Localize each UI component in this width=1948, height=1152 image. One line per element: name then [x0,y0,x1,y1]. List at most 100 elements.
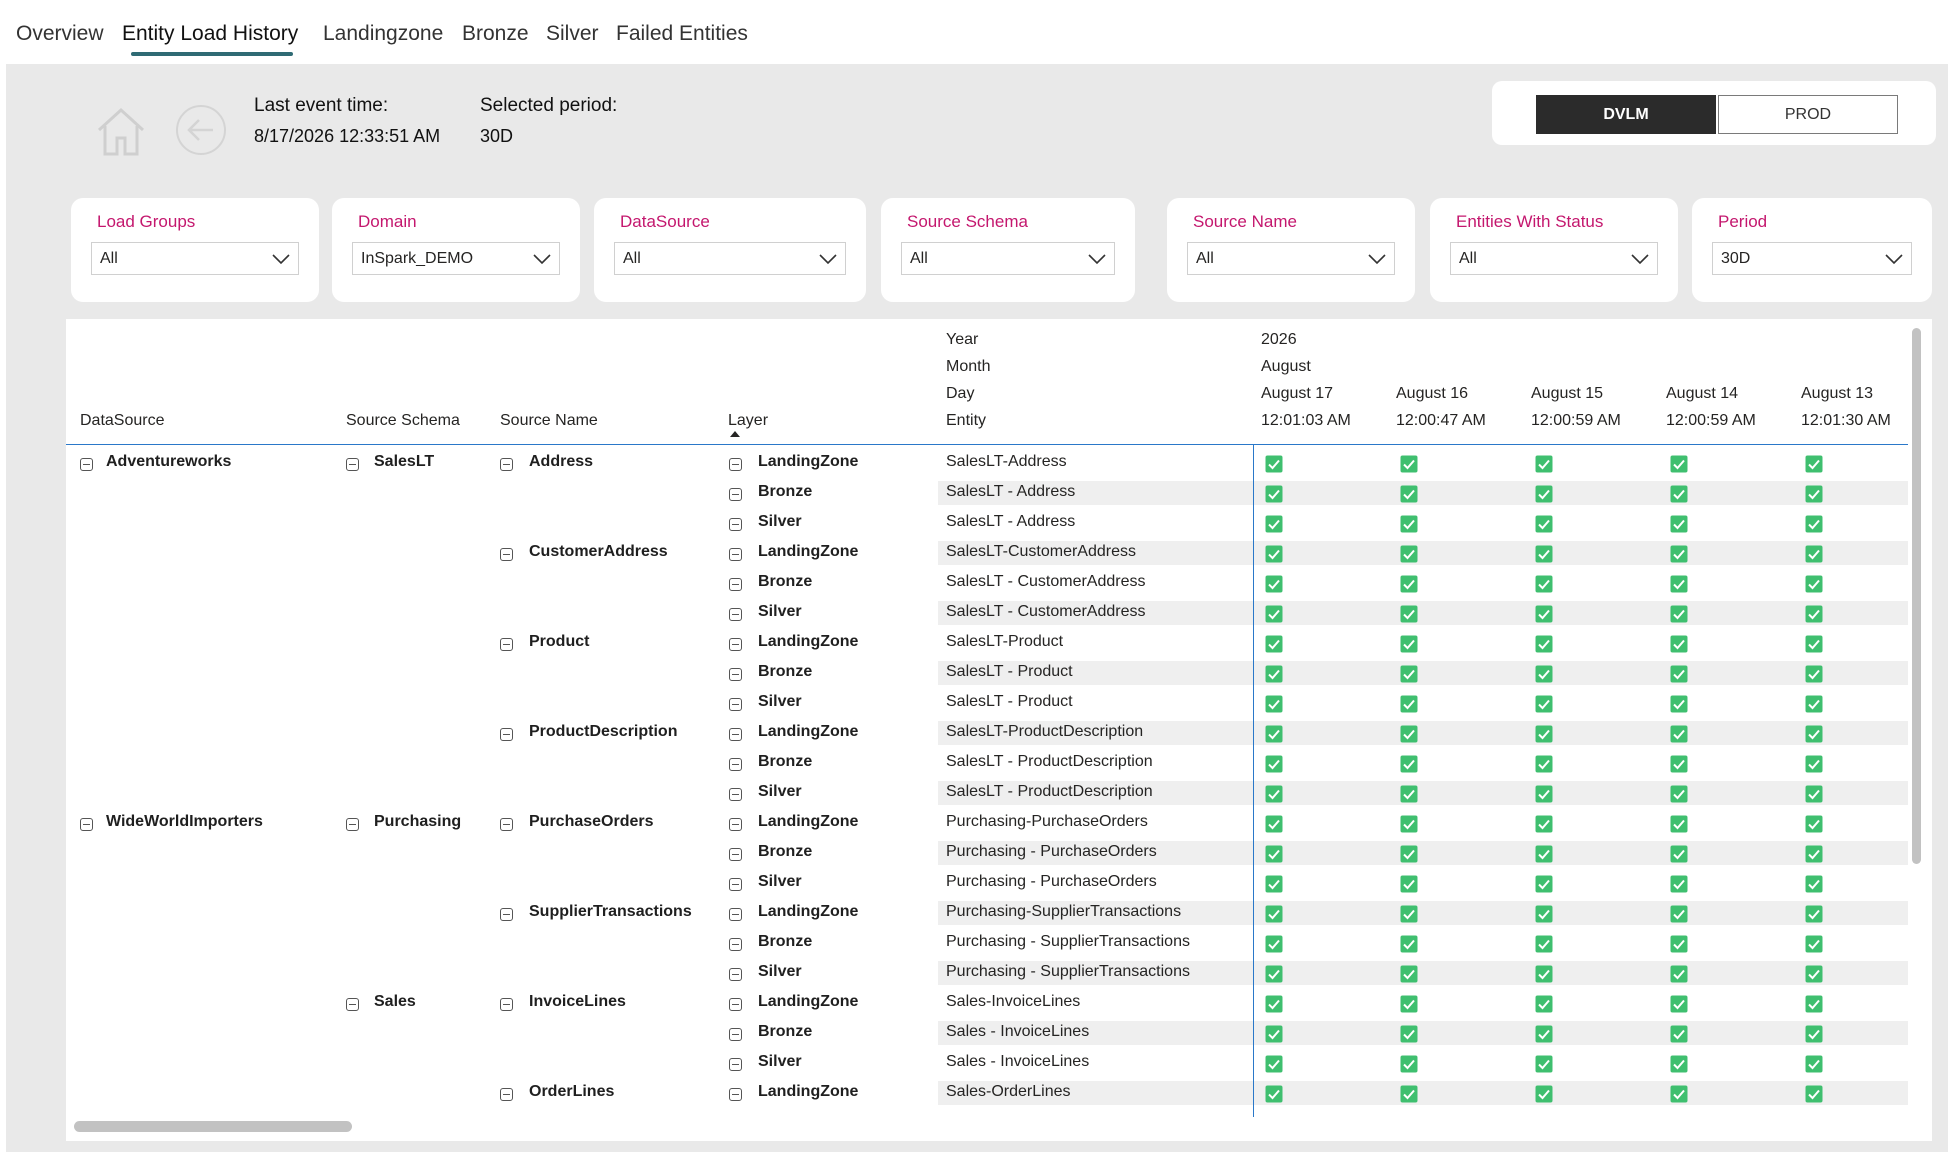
success-check-icon [1400,635,1418,653]
row-layer: Silver [758,783,802,800]
row-datasource: Adventureworks [106,453,232,470]
tab-bronze[interactable]: Bronze [462,22,529,45]
source-schema-dropdown[interactable]: All [901,242,1115,275]
env-dvlm-button[interactable]: DVLM [1536,95,1716,134]
collapse-icon[interactable] [80,458,93,471]
row-layer: Bronze [758,753,813,770]
collapse-icon[interactable] [729,608,742,621]
tab-overview[interactable]: Overview [16,22,104,45]
header-entity[interactable]: Entity [946,412,987,429]
date-header-day: August 14 [1666,385,1739,402]
success-check-icon [1265,1085,1283,1103]
collapse-icon[interactable] [500,728,513,741]
date-header-day: August 13 [1801,385,1874,402]
collapse-icon[interactable] [346,818,359,831]
source-name-dropdown[interactable]: All [1187,242,1395,275]
row-stripe [938,601,1908,625]
home-icon[interactable] [93,102,149,158]
collapse-icon[interactable] [729,488,742,501]
row-layer: Bronze [758,663,813,680]
collapse-icon[interactable] [729,758,742,771]
row-entity: SalesLT - Address [946,483,1076,500]
collapse-icon[interactable] [729,848,742,861]
collapse-icon[interactable] [500,908,513,921]
collapse-icon[interactable] [500,998,513,1011]
date-header-day: August 15 [1531,385,1604,402]
collapse-icon[interactable] [346,458,359,471]
success-check-icon [1400,605,1418,623]
collapse-icon[interactable] [729,1088,742,1101]
collapse-icon[interactable] [729,878,742,891]
success-check-icon [1805,665,1823,683]
success-check-icon [1265,665,1283,683]
collapse-icon[interactable] [729,458,742,471]
success-check-icon [1805,1085,1823,1103]
collapse-icon[interactable] [729,518,742,531]
success-check-icon [1805,515,1823,533]
collapse-icon[interactable] [729,548,742,561]
row-entity: SalesLT - CustomerAddress [946,603,1146,620]
row-stripe [938,841,1908,865]
header-source-schema[interactable]: Source Schema [346,412,460,429]
collapse-icon[interactable] [729,818,742,831]
collapse-icon[interactable] [500,548,513,561]
collapse-icon[interactable] [500,818,513,831]
row-entity: Purchasing - PurchaseOrders [946,873,1157,890]
tab-silver[interactable]: Silver [546,22,599,45]
collapse-icon[interactable] [729,938,742,951]
tab-entity-load-history[interactable]: Entity Load History [122,22,299,45]
success-check-icon [1265,965,1283,983]
entities-with-status-dropdown[interactable]: All [1450,242,1658,275]
row-layer: Bronze [758,573,813,590]
row-layer: Silver [758,1053,802,1070]
horizontal-scrollbar[interactable] [74,1121,352,1132]
period-dropdown[interactable]: 30D [1712,242,1912,275]
collapse-icon[interactable] [729,1028,742,1041]
success-check-icon [1400,995,1418,1013]
row-entity: Sales-InvoiceLines [946,993,1081,1010]
env-prod-button[interactable]: PROD [1718,95,1898,134]
collapse-icon[interactable] [729,968,742,981]
header-layer[interactable]: Layer [728,412,769,429]
load-groups-dropdown[interactable]: All [91,242,299,275]
collapse-icon[interactable] [80,818,93,831]
collapse-icon[interactable] [729,728,742,741]
success-check-icon [1805,695,1823,713]
tab-failed-entities[interactable]: Failed Entities [616,22,748,45]
date-header-day: August 16 [1396,385,1469,402]
row-entity: SalesLT - ProductDescription [946,783,1153,800]
collapse-icon[interactable] [500,1088,513,1101]
success-check-icon [1400,1055,1418,1073]
last-event-label: Last event time: [254,95,389,116]
row-stripe [938,781,1908,805]
row-entity: SalesLT-CustomerAddress [946,543,1136,560]
back-arrow-icon[interactable] [175,104,227,156]
tab-landingzone[interactable]: Landingzone [323,22,444,45]
filter-domain: Domain InSpark_DEMO [332,198,580,302]
success-check-icon [1805,635,1823,653]
collapse-icon[interactable] [729,908,742,921]
domain-dropdown[interactable]: InSpark_DEMO [352,242,560,275]
collapse-icon[interactable] [500,458,513,471]
collapse-icon[interactable] [729,668,742,681]
datasource-dropdown[interactable]: All [614,242,846,275]
collapse-icon[interactable] [346,998,359,1011]
vertical-scrollbar[interactable] [1912,328,1921,864]
collapse-icon[interactable] [729,698,742,711]
row-entity: SalesLT - CustomerAddress [946,573,1146,590]
collapse-icon[interactable] [729,578,742,591]
collapse-icon[interactable] [500,638,513,651]
header-datasource[interactable]: DataSource [80,412,165,429]
collapse-icon[interactable] [729,788,742,801]
success-check-icon [1400,515,1418,533]
success-check-icon [1670,875,1688,893]
collapse-icon[interactable] [729,998,742,1011]
collapse-icon[interactable] [729,638,742,651]
header-month-value: August [1261,358,1311,375]
report-tab-bar: Overview Entity Load History Landingzone Br… [0,0,1948,64]
collapse-icon[interactable] [729,1058,742,1071]
row-entity: Purchasing-PurchaseOrders [946,813,1148,830]
date-header-time: 12:01:03 AM [1261,412,1351,429]
header-source-name[interactable]: Source Name [500,412,598,429]
success-check-icon [1400,905,1418,923]
